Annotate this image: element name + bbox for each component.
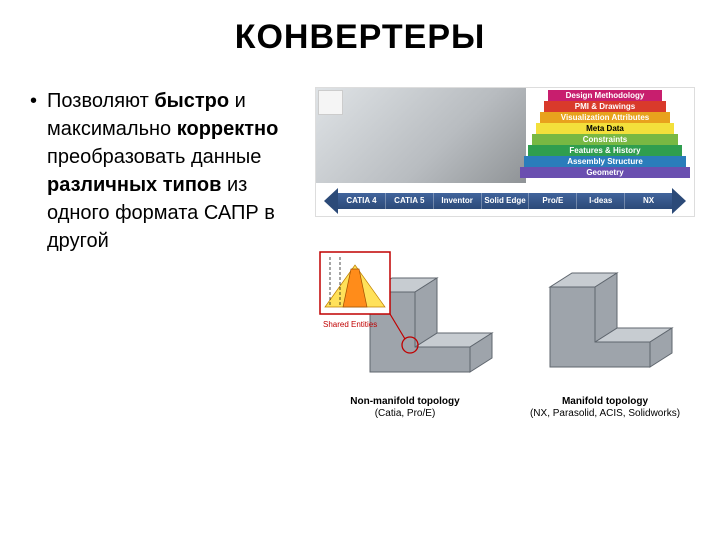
nonmanifold-svg: Shared Entities	[315, 247, 495, 392]
layer-0: Design Methodology	[548, 90, 662, 101]
topo-nonmanifold: Shared Entities Non-manifold topology (C…	[315, 247, 495, 420]
left-column: • Позволяют быстро и максимально коррект…	[30, 87, 300, 420]
right-column: Design MethodologyPMI & DrawingsVisualiz…	[310, 87, 700, 420]
nonmanifold-caption: Non-manifold topology (Catia, Pro/E)	[350, 396, 459, 420]
bullet-marker: •	[30, 87, 37, 115]
layer-5: Features & History	[528, 145, 682, 156]
manifold-caption: Manifold topology (NX, Parasolid, ACIS, …	[530, 396, 680, 420]
page-title: КОНВЕРТЕРЫ	[0, 0, 720, 57]
manifold-title: Manifold topology	[562, 396, 648, 407]
manifold-sub: (NX, Parasolid, ACIS, Solidworks)	[530, 408, 680, 419]
format-arrow: CATIA 4CATIA 5InventorSolid EdgePro/EI-d…	[324, 188, 686, 214]
layer-3: Meta Data	[536, 123, 674, 134]
content: • Позволяют быстро и максимально коррект…	[0, 57, 720, 420]
data-layer-stack: Design MethodologyPMI & DrawingsVisualiz…	[520, 90, 690, 178]
arrow-body: CATIA 4CATIA 5InventorSolid EdgePro/EI-d…	[338, 193, 672, 209]
layer-7: Geometry	[520, 167, 690, 178]
topo-manifold: Manifold topology (NX, Parasolid, ACIS, …	[515, 247, 695, 420]
arrow-cell-4: Pro/E	[529, 193, 577, 209]
layer-4: Constraints	[532, 134, 678, 145]
manifold-svg	[515, 247, 695, 392]
arrow-cell-2: Inventor	[434, 193, 482, 209]
nonmanifold-sub: (Catia, Pro/E)	[375, 408, 436, 419]
shared-entities-label: Shared Entities	[323, 320, 377, 329]
nonmanifold-title: Non-manifold topology	[350, 396, 459, 407]
arrow-left-head-icon	[324, 188, 338, 214]
layer-6: Assembly Structure	[524, 156, 686, 167]
arrow-cell-6: NX	[625, 193, 672, 209]
arrow-cell-3: Solid Edge	[482, 193, 530, 209]
arrow-cell-0: CATIA 4	[338, 193, 386, 209]
layer-2: Visualization Attributes	[540, 112, 670, 123]
bullet-text: Позволяют быстро и максимально корректно…	[47, 87, 300, 255]
bullet-item: • Позволяют быстро и максимально коррект…	[30, 87, 300, 255]
arrow-cell-5: I-deas	[577, 193, 625, 209]
figure-topologies: Shared Entities Non-manifold topology (C…	[315, 247, 695, 420]
cad-model-background	[316, 88, 526, 183]
figure-stack-arrow: Design MethodologyPMI & DrawingsVisualiz…	[315, 87, 695, 217]
arrow-cell-1: CATIA 5	[386, 193, 434, 209]
layer-1: PMI & Drawings	[544, 101, 666, 112]
cad-tree-icon	[318, 90, 343, 115]
arrow-right-head-icon	[672, 188, 686, 214]
